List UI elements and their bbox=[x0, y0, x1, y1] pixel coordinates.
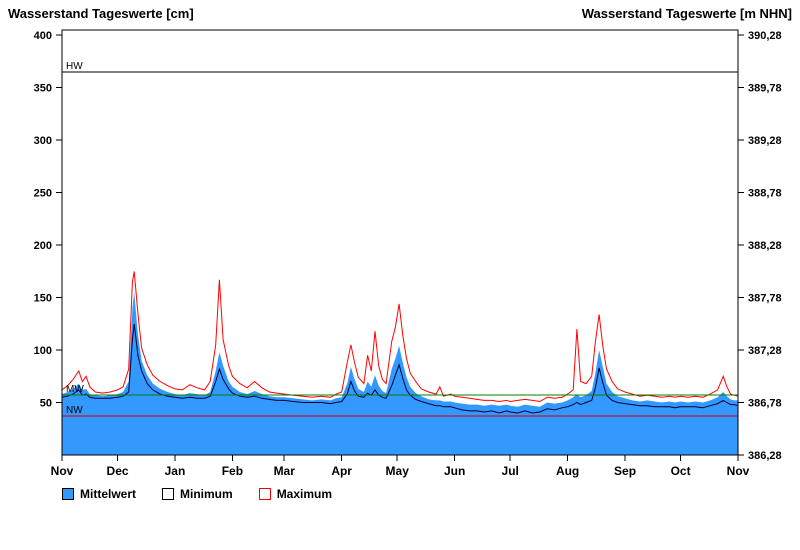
svg-text:350: 350 bbox=[34, 83, 52, 95]
svg-text:HW: HW bbox=[66, 61, 83, 72]
svg-text:May: May bbox=[386, 464, 410, 478]
legend-label-maximum: Maximum bbox=[276, 487, 333, 501]
svg-text:387,28: 387,28 bbox=[748, 345, 782, 357]
maximum-swatch-icon bbox=[258, 488, 271, 500]
svg-text:Mar: Mar bbox=[274, 464, 296, 478]
svg-text:Oct: Oct bbox=[671, 464, 691, 478]
svg-text:390,28: 390,28 bbox=[748, 30, 782, 42]
svg-text:300: 300 bbox=[34, 135, 52, 147]
svg-text:387,78: 387,78 bbox=[748, 293, 782, 305]
svg-text:MW: MW bbox=[66, 384, 84, 395]
svg-text:386,28: 386,28 bbox=[748, 450, 782, 462]
svg-text:Feb: Feb bbox=[222, 464, 243, 478]
legend-item-maximum: Maximum bbox=[258, 487, 333, 501]
svg-text:NW: NW bbox=[66, 405, 83, 416]
svg-text:Nov: Nov bbox=[51, 464, 74, 478]
chart-title-left: Wasserstand Tageswerte [cm] bbox=[8, 6, 194, 21]
svg-text:389,28: 389,28 bbox=[748, 135, 782, 147]
svg-text:50: 50 bbox=[40, 398, 52, 410]
svg-text:389,78: 389,78 bbox=[748, 83, 782, 95]
svg-text:Jan: Jan bbox=[165, 464, 186, 478]
mittelwert-swatch-icon bbox=[62, 488, 74, 500]
svg-text:200: 200 bbox=[34, 240, 52, 252]
minimum-swatch-icon bbox=[162, 488, 175, 500]
svg-text:Apr: Apr bbox=[331, 464, 352, 478]
svg-text:150: 150 bbox=[34, 293, 52, 305]
svg-text:388,28: 388,28 bbox=[748, 240, 782, 252]
legend-label-mittelwert: Mittelwert bbox=[80, 487, 137, 501]
svg-text:250: 250 bbox=[34, 188, 52, 200]
svg-text:Jul: Jul bbox=[502, 464, 519, 478]
svg-text:Sep: Sep bbox=[614, 464, 636, 478]
chart-legend: Mittelwert Minimum Maximum bbox=[62, 487, 332, 501]
svg-text:Dec: Dec bbox=[107, 464, 129, 478]
chart-title-right: Wasserstand Tageswerte [m NHN] bbox=[581, 6, 792, 21]
legend-label-minimum: Minimum bbox=[180, 487, 233, 501]
svg-text:386,78: 386,78 bbox=[748, 398, 782, 410]
svg-text:388,78: 388,78 bbox=[748, 188, 782, 200]
svg-text:Jun: Jun bbox=[444, 464, 465, 478]
legend-item-minimum: Minimum bbox=[162, 487, 233, 501]
svg-text:Aug: Aug bbox=[556, 464, 579, 478]
legend-item-mittelwert: Mittelwert bbox=[62, 487, 136, 501]
svg-text:Nov: Nov bbox=[727, 464, 750, 478]
svg-text:100: 100 bbox=[34, 345, 52, 357]
svg-text:400: 400 bbox=[34, 30, 52, 42]
